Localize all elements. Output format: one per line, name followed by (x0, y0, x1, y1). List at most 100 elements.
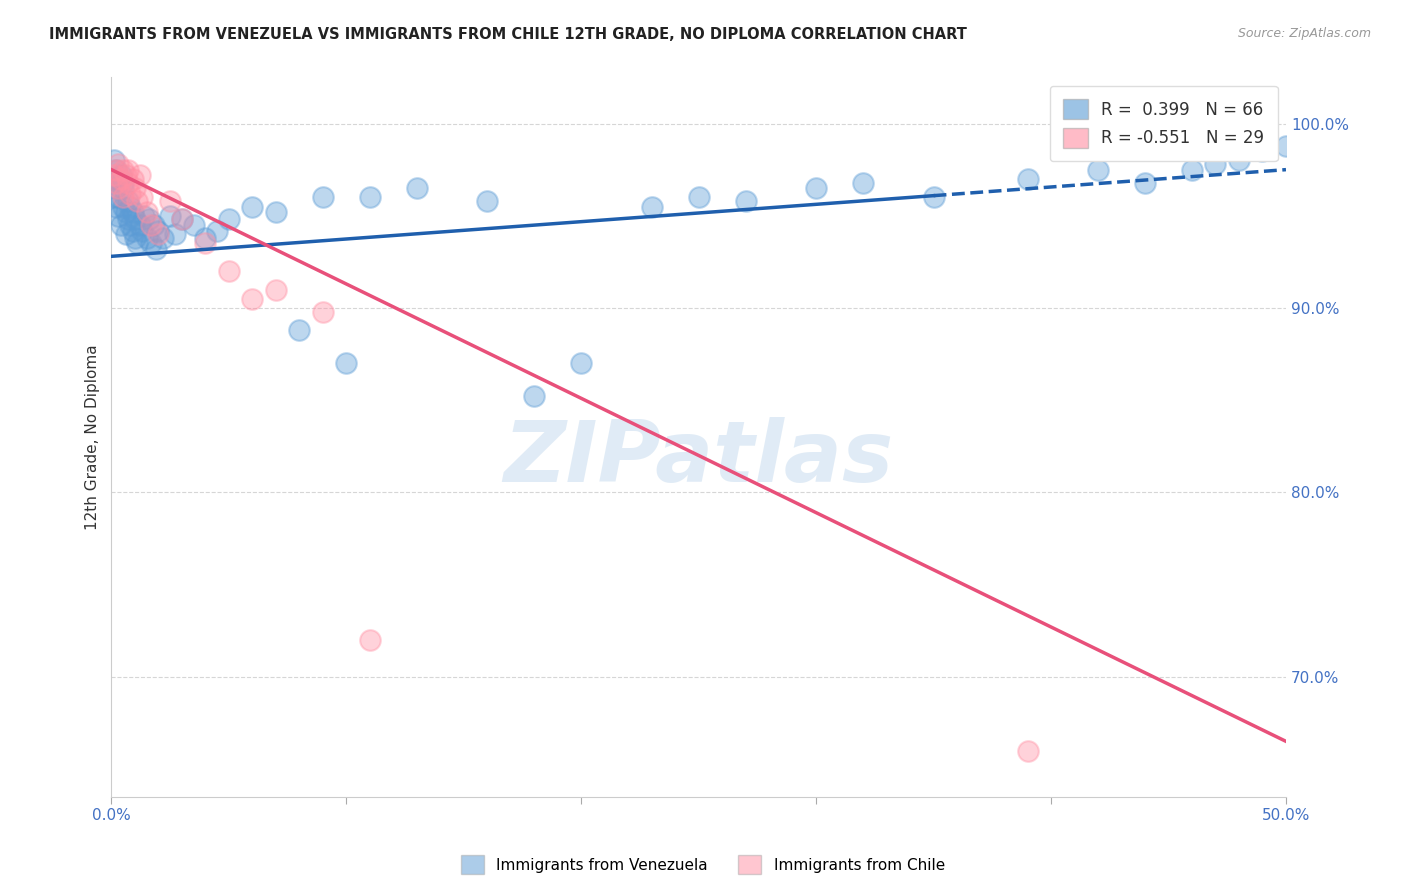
Text: Source: ZipAtlas.com: Source: ZipAtlas.com (1237, 27, 1371, 40)
Point (114, 205, 136, 219)
Point (641, 200, 664, 214)
Point (405, 181, 427, 195)
Point (127, 236, 149, 251)
Point (523, 389, 546, 403)
Point (120, 186, 142, 201)
Point (124, 231, 146, 245)
Point (264, 205, 287, 219)
Point (105, 162, 128, 177)
Point (110, 168, 132, 182)
Point (734, 194, 756, 208)
Point (121, 172, 143, 186)
Point (1017, 172, 1039, 186)
Point (1227, 153, 1250, 168)
Point (107, 172, 129, 186)
Point (134, 209, 156, 223)
Point (117, 212, 139, 227)
Point (107, 209, 129, 223)
Point (1251, 145, 1274, 159)
Point (312, 304, 335, 318)
Point (1275, 138, 1298, 153)
Point (121, 223, 143, 237)
Point (128, 218, 150, 232)
Point (103, 172, 125, 186)
Point (114, 227, 136, 242)
Point (159, 209, 181, 223)
Y-axis label: 12th Grade, No Diploma: 12th Grade, No Diploma (86, 344, 100, 530)
Point (1133, 176, 1156, 190)
Point (117, 194, 139, 208)
Point (121, 205, 143, 219)
Text: ZIPatlas: ZIPatlas (503, 417, 894, 500)
Point (127, 194, 149, 208)
Point (288, 323, 311, 337)
Point (148, 223, 170, 237)
Point (240, 200, 263, 214)
Point (170, 212, 193, 227)
Point (117, 176, 139, 190)
Point (117, 162, 139, 177)
Point (194, 236, 217, 251)
Point (107, 181, 129, 195)
Point (145, 242, 167, 256)
Legend: R =  0.399   N = 66, R = -0.551   N = 29: R = 0.399 N = 66, R = -0.551 N = 29 (1050, 86, 1278, 161)
Point (852, 176, 875, 190)
Point (1204, 157, 1226, 171)
Point (183, 218, 205, 232)
Point (110, 218, 132, 232)
Point (105, 162, 128, 177)
Point (159, 194, 181, 208)
Point (688, 190, 710, 204)
Point (105, 181, 128, 195)
Point (131, 190, 153, 204)
Point (105, 176, 128, 190)
Point (218, 212, 240, 227)
Point (112, 181, 135, 195)
Point (569, 356, 592, 370)
Point (218, 264, 240, 278)
Text: IMMIGRANTS FROM VENEZUELA VS IMMIGRANTS FROM CHILE 12TH GRADE, NO DIPLOMA CORREL: IMMIGRANTS FROM VENEZUELA VS IMMIGRANTS … (49, 27, 967, 42)
Point (141, 236, 163, 251)
Point (112, 162, 135, 177)
Point (804, 181, 827, 195)
Point (1017, 743, 1039, 757)
Point (335, 356, 357, 370)
Point (107, 157, 129, 171)
Legend: Immigrants from Venezuela, Immigrants from Chile: Immigrants from Venezuela, Immigrants fr… (456, 849, 950, 880)
Point (107, 190, 129, 204)
Point (120, 218, 142, 232)
Point (120, 200, 142, 214)
Point (131, 223, 153, 237)
Point (477, 194, 499, 208)
Point (105, 200, 128, 214)
Point (110, 172, 132, 186)
Point (359, 632, 381, 647)
Point (114, 168, 136, 182)
Point (103, 153, 125, 168)
Point (163, 227, 186, 242)
Point (264, 283, 287, 297)
Point (922, 190, 945, 204)
Point (205, 223, 228, 237)
Point (170, 212, 193, 227)
Point (128, 168, 150, 182)
Point (112, 190, 135, 204)
Point (359, 190, 381, 204)
Point (124, 212, 146, 227)
Point (135, 205, 157, 219)
Point (142, 218, 165, 232)
Point (152, 231, 174, 245)
Point (103, 168, 125, 182)
Point (1181, 162, 1204, 177)
Point (138, 212, 160, 227)
Point (112, 200, 135, 214)
Point (148, 227, 170, 242)
Point (194, 231, 217, 245)
Point (1087, 162, 1109, 177)
Point (135, 231, 157, 245)
Point (240, 292, 263, 306)
Point (103, 190, 125, 204)
Point (312, 190, 335, 204)
Point (112, 176, 135, 190)
Point (124, 181, 146, 195)
